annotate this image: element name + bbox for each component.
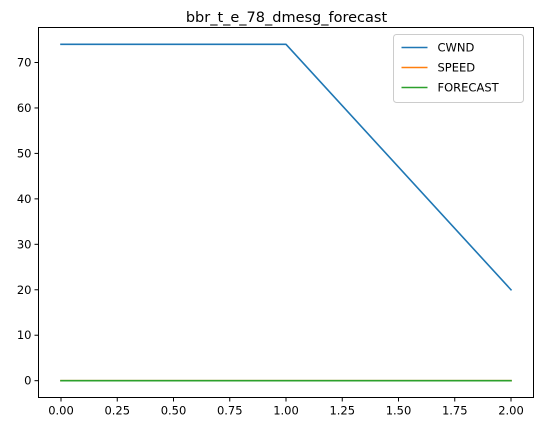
y-tick-label: 0 <box>24 374 31 388</box>
x-tick-label: 1.25 <box>329 404 355 418</box>
legend-label: FORECAST <box>438 81 500 95</box>
series-line-cwnd <box>60 43 513 291</box>
x-tick-label: 0.50 <box>161 404 187 418</box>
legend: CWND SPEED FORECAST <box>393 34 524 103</box>
y-tick-label: 30 <box>17 237 32 251</box>
y-axis: 0 10 20 30 40 50 60 70 <box>17 56 39 388</box>
x-tick-label: 0.25 <box>104 404 130 418</box>
x-axis: 0.00 0.25 0.50 0.75 1.00 1.25 1.50 1.75 2.00 <box>48 397 524 418</box>
y-tick-label: 50 <box>17 146 32 160</box>
x-tick-label: 0.75 <box>217 404 243 418</box>
chart-title: bbr_t_e_78_dmesg_forecast <box>186 10 388 26</box>
y-tick-label: 70 <box>17 56 32 70</box>
y-tick-label: 20 <box>17 283 32 297</box>
legend-label: SPEED <box>438 61 476 75</box>
plot-area <box>60 43 513 382</box>
legend-box <box>393 34 524 103</box>
x-tick-label: 1.75 <box>442 404 468 418</box>
x-tick-label: 1.50 <box>386 404 412 418</box>
y-tick-label: 40 <box>17 192 32 206</box>
y-tick-label: 60 <box>17 101 32 115</box>
x-tick-label: 2.00 <box>498 404 524 418</box>
y-tick-label: 10 <box>17 328 32 342</box>
x-tick-label: 0.00 <box>48 404 74 418</box>
x-tick-label: 1.00 <box>273 404 299 418</box>
legend-label: CWND <box>438 41 475 55</box>
